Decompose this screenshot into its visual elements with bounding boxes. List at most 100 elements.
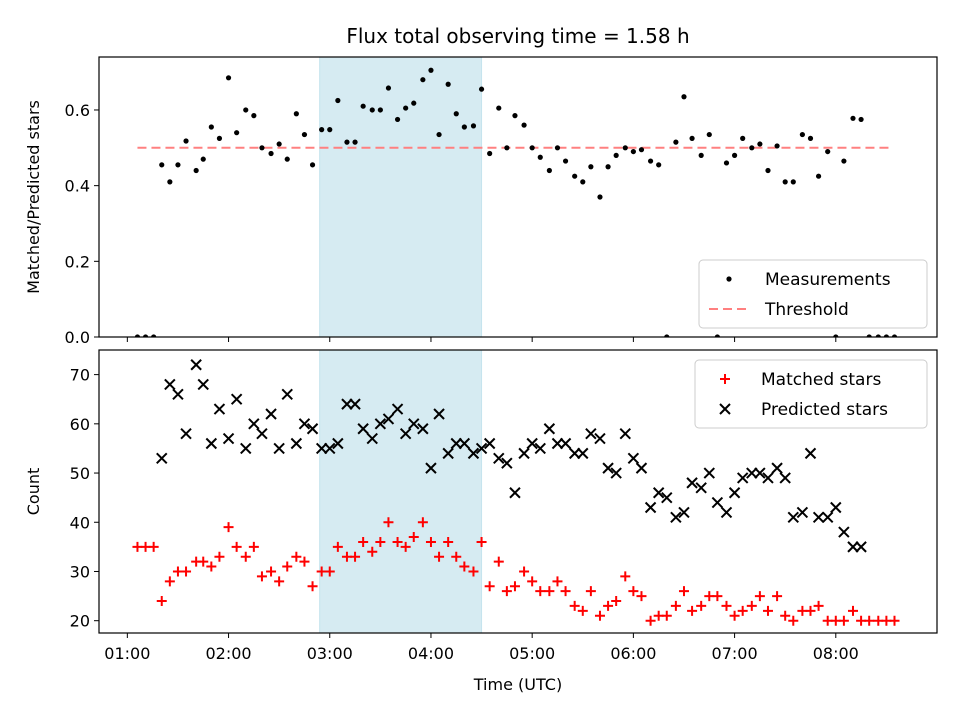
data-point xyxy=(319,127,325,133)
y-tick-label: 60 xyxy=(70,415,90,434)
data-point xyxy=(580,179,586,185)
data-point xyxy=(855,541,867,553)
data-point xyxy=(796,506,809,519)
data-point xyxy=(172,388,184,401)
data-point xyxy=(762,605,773,616)
data-point xyxy=(411,100,417,106)
legend: Matched stars Predicted stars xyxy=(694,359,928,429)
data-point xyxy=(559,437,572,450)
data-point xyxy=(754,467,766,479)
series-0 xyxy=(132,517,900,626)
data-point xyxy=(723,160,730,166)
data-point xyxy=(757,141,763,147)
y-tick-label: 20 xyxy=(70,612,90,631)
data-point xyxy=(790,179,796,185)
data-point xyxy=(568,447,581,460)
highlight-span xyxy=(319,349,483,634)
data-point xyxy=(459,561,470,572)
data-point xyxy=(392,536,403,547)
data-point xyxy=(501,586,512,597)
data-point xyxy=(544,586,555,597)
x-tick-label: 01:00 xyxy=(104,644,150,663)
data-point xyxy=(467,447,480,460)
x-tick-label: 05:00 xyxy=(509,644,555,663)
data-point xyxy=(205,437,218,450)
data-point xyxy=(661,610,672,621)
data-point xyxy=(349,398,361,410)
data-point xyxy=(281,388,293,401)
y-tick-label: 0.2 xyxy=(65,252,90,271)
data-point xyxy=(588,164,594,170)
data-point xyxy=(611,596,622,607)
data-point xyxy=(358,536,369,547)
data-point xyxy=(484,581,495,592)
data-point xyxy=(369,107,375,113)
data-point xyxy=(148,541,159,552)
data-point xyxy=(889,615,900,626)
data-point xyxy=(813,600,824,611)
data-point xyxy=(167,179,173,185)
data-point xyxy=(703,467,715,479)
legend-box xyxy=(694,359,928,429)
data-point xyxy=(652,487,665,499)
data-point xyxy=(265,408,277,420)
data-point xyxy=(647,158,654,164)
data-point xyxy=(838,526,850,538)
data-point xyxy=(812,511,825,524)
data-point xyxy=(736,472,749,484)
data-point xyxy=(425,536,436,547)
data-point xyxy=(620,571,631,582)
data-point xyxy=(833,334,839,337)
data-point xyxy=(645,615,656,626)
data-point xyxy=(883,334,889,337)
data-point xyxy=(721,600,732,611)
data-point xyxy=(698,152,704,158)
data-point xyxy=(450,437,462,450)
data-point xyxy=(164,576,175,587)
data-point xyxy=(534,442,546,455)
data-point xyxy=(740,135,746,141)
data-point xyxy=(366,432,378,445)
data-point xyxy=(711,496,724,509)
data-point xyxy=(678,506,690,519)
data-point xyxy=(408,532,419,543)
data-point xyxy=(627,452,640,464)
series-1 xyxy=(156,359,867,553)
data-point xyxy=(847,605,858,616)
data-point xyxy=(309,162,316,168)
data-point xyxy=(374,418,387,430)
data-point xyxy=(134,334,141,337)
x-tick-label: 03:00 xyxy=(307,644,353,663)
y-tick-label: 70 xyxy=(70,366,90,385)
data-point xyxy=(619,427,631,440)
data-point xyxy=(290,437,303,450)
data-point xyxy=(487,150,493,157)
data-point xyxy=(850,115,856,121)
data-point xyxy=(577,605,588,616)
data-point xyxy=(746,600,757,611)
data-point xyxy=(350,551,361,562)
data-point xyxy=(403,105,409,111)
x-tick-label: 08:00 xyxy=(813,644,859,663)
data-point xyxy=(765,167,771,174)
data-point xyxy=(661,491,673,504)
data-point xyxy=(537,154,543,160)
data-point xyxy=(551,437,564,450)
data-point xyxy=(332,541,343,552)
data-point xyxy=(838,615,849,626)
data-point xyxy=(256,571,267,582)
legend-label: Predicted stars xyxy=(761,400,888,420)
data-point xyxy=(636,591,647,602)
data-point xyxy=(687,605,698,616)
data-point xyxy=(546,167,552,174)
data-point xyxy=(299,556,310,567)
data-point xyxy=(175,162,181,168)
series-0 xyxy=(134,67,898,337)
data-point xyxy=(344,139,350,145)
data-point xyxy=(644,501,657,514)
data-point xyxy=(420,77,426,83)
data-point xyxy=(526,437,538,450)
y-tick-label: 0.6 xyxy=(65,101,90,120)
data-point xyxy=(385,85,392,91)
data-point xyxy=(367,546,378,557)
